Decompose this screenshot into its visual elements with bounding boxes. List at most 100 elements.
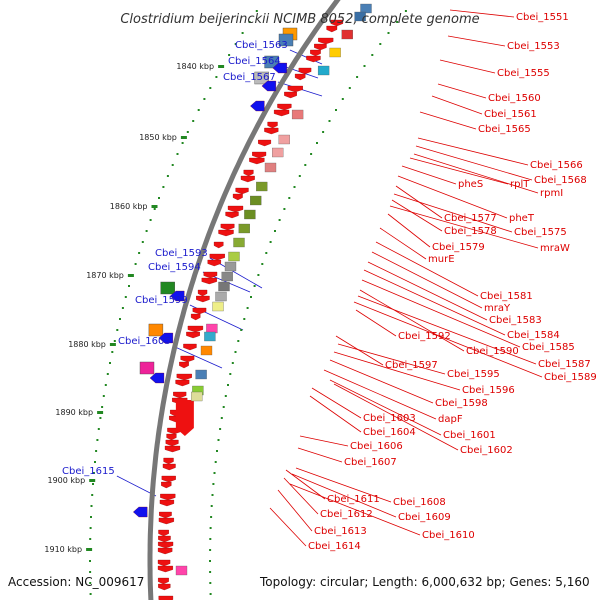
gene-block[interactable] [291,109,304,120]
gene-block[interactable] [195,369,207,380]
gene-label-right[interactable]: Cbei_1565 [478,124,531,135]
gene-arrow[interactable] [240,175,255,183]
gene-label-left[interactable]: Cbei_1564 [228,56,281,67]
gene-label-left[interactable]: Cbei_1563 [235,40,288,51]
gene-arrow[interactable] [314,43,327,51]
gene-label-right[interactable]: Cbei_1592 [398,331,451,342]
gene-label-right[interactable]: Cbei_1560 [488,93,541,104]
gene-arrow[interactable] [287,85,303,93]
gene-label-right[interactable]: dapF [438,414,463,425]
gene-label-left[interactable]: Cbei_1615 [62,466,115,477]
gene-block[interactable] [148,323,164,337]
gene-arrow[interactable] [159,511,172,519]
gene-block[interactable] [206,323,218,334]
gene-arrow[interactable] [162,463,176,471]
gene-block[interactable] [139,361,155,375]
gene-label-right[interactable]: Cbei_1610 [422,530,475,541]
gene-arrow[interactable] [179,361,189,369]
gene-label-right[interactable]: Cbei_1612 [320,509,373,520]
gene-label-right[interactable]: Cbei_1561 [484,109,537,120]
gene-arrow[interactable] [158,535,171,543]
gene-block[interactable] [264,162,277,173]
gene-arrow[interactable] [227,205,244,213]
gene-block[interactable] [204,331,216,342]
gene-arrow[interactable] [160,493,176,501]
gene-label-right[interactable]: Cbei_1577 [444,213,497,224]
gene-block[interactable] [278,134,290,145]
gene-block[interactable] [233,237,245,248]
gene-arrow[interactable] [192,307,207,315]
gene-arrow[interactable] [157,547,173,555]
gene-arrow[interactable] [330,19,344,27]
gene-label-right[interactable]: pheT [509,213,535,224]
gene-label-right[interactable]: Cbei_1585 [522,342,575,353]
gene-arrow[interactable] [267,121,278,129]
gene-label-right[interactable]: pheS [458,179,483,190]
gene-label-right[interactable]: murE [428,254,455,265]
gene-arrow[interactable] [277,103,292,111]
gene-arrow[interactable] [209,253,225,261]
gene-arrow[interactable] [170,290,185,302]
gene-label-left[interactable]: Cbei_1594 [148,262,201,273]
gene-block[interactable] [218,281,230,292]
gene-arrow[interactable] [284,91,297,99]
gene-arrow[interactable] [158,529,169,537]
gene-label-right[interactable]: Cbei_1581 [480,291,533,302]
gene-block[interactable] [354,11,366,22]
gene-arrow[interactable] [235,187,249,195]
gene-label-right[interactable]: Cbei_1606 [350,441,403,452]
gene-label-right[interactable]: Cbei_1568 [534,175,587,186]
gene-arrow[interactable] [158,577,169,585]
gene-arrow[interactable] [207,259,221,267]
gene-arrow[interactable] [326,25,338,33]
gene-label-right[interactable]: Cbei_1603 [363,413,416,424]
gene-arrow[interactable] [158,583,171,591]
gene-arrow[interactable] [158,595,174,600]
gene-arrow[interactable] [294,73,306,81]
gene-block[interactable] [212,301,224,312]
gene-arrow[interactable] [163,457,174,465]
gene-label-right[interactable]: Cbei_1555 [497,68,550,79]
gene-block[interactable] [254,71,269,85]
gene-arrow[interactable] [318,37,334,45]
gene-arrow[interactable] [225,211,239,219]
gene-block[interactable] [238,223,250,234]
gene-arrow[interactable] [161,481,172,489]
gene-arrow-large[interactable] [175,400,194,436]
gene-arrow[interactable] [187,325,204,333]
gene-label-right[interactable]: Cbei_1587 [538,359,591,370]
gene-label-right[interactable]: Cbei_1598 [435,398,488,409]
gene-arrow[interactable] [180,355,195,363]
gene-arrow[interactable] [243,169,254,177]
gene-label-right[interactable]: rpmI [540,188,563,199]
gene-block[interactable] [244,209,256,220]
gene-block[interactable] [221,271,233,282]
gene-label-right[interactable]: Cbei_1553 [507,41,560,52]
gene-block[interactable] [360,3,372,14]
gene-label-right[interactable]: Cbei_1614 [308,541,361,552]
gene-block[interactable] [215,291,227,302]
gene-block[interactable] [175,565,188,576]
gene-arrow[interactable] [183,343,197,351]
gene-arrow[interactable] [273,109,290,117]
gene-label-right[interactable]: Cbei_1608 [393,497,446,508]
gene-arrow[interactable] [272,62,287,74]
gene-label-right[interactable]: Cbei_1551 [516,12,569,23]
gene-arrow[interactable] [203,271,218,279]
gene-arrow[interactable] [261,80,277,92]
gene-label-right[interactable]: Cbei_1609 [398,512,451,523]
gene-block[interactable] [200,345,213,356]
gene-arrow[interactable] [158,332,174,344]
gene-block[interactable] [272,147,284,158]
gene-arrow[interactable] [249,157,265,165]
gene-arrow[interactable] [165,439,179,447]
gene-block[interactable] [160,281,175,295]
gene-arrow[interactable] [173,391,187,399]
gene-label-right[interactable]: Cbei_1597 [385,360,438,371]
gene-block[interactable] [264,55,279,69]
gene-arrow[interactable] [175,379,190,387]
gene-label-left[interactable]: Cbei_1605 [118,336,171,347]
gene-block[interactable] [278,33,294,47]
gene-arrow[interactable] [220,223,235,231]
gene-arrow[interactable] [158,517,174,525]
